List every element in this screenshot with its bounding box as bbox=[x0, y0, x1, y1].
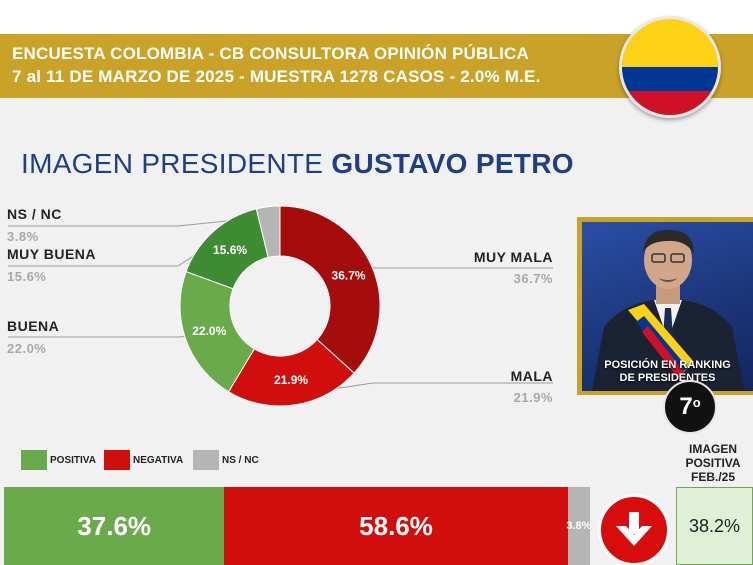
summary-value-positiva: 37.6% bbox=[77, 510, 152, 541]
ranking-suffix: o bbox=[692, 394, 701, 410]
donut-slice-buena bbox=[179, 270, 255, 393]
header-line-2: 7 al 11 DE MARZO DE 2025 - MUESTRA 1278 … bbox=[12, 67, 541, 86]
legend-item-negativa: NEGATIVA bbox=[104, 450, 183, 470]
donut-leader-line bbox=[362, 267, 553, 270]
label-buena: BUENA bbox=[7, 318, 60, 334]
legend-label-negativa: NEGATIVA bbox=[133, 454, 184, 466]
label-ns-nc: NS / NC bbox=[7, 206, 62, 222]
previous-label-line-3: FEB./25 bbox=[690, 470, 735, 484]
previous-positive-value: 38.2% bbox=[676, 487, 753, 565]
value-muy-buena: 15.6% bbox=[7, 269, 47, 284]
label-mala: MALA bbox=[510, 368, 553, 384]
title-prefix: IMAGEN PRESIDENTE bbox=[21, 148, 324, 179]
donut-slice-ns-nc bbox=[255, 205, 281, 259]
ranking-caption-line-1: POSICIÓN EN RANKING bbox=[604, 359, 731, 371]
legend-item-positiva: POSITIVA bbox=[21, 450, 96, 470]
summary-value-negativa: 58.6% bbox=[359, 510, 433, 541]
donut-data-label: 21.9% bbox=[274, 373, 308, 387]
chart-title: IMAGEN PRESIDENTE GUSTAVO PETRO bbox=[21, 148, 574, 180]
donut-slice-muy-mala bbox=[279, 205, 381, 374]
ranking-caption: POSICIÓN EN RANKING DE PRESIDENTES bbox=[582, 359, 753, 385]
previous-label-line-1: IMAGEN bbox=[689, 442, 737, 456]
ranking-caption-line-2: DE PRESIDENTES bbox=[619, 372, 716, 384]
value-buena: 22.0% bbox=[7, 341, 47, 356]
president-portrait bbox=[592, 229, 744, 391]
summary-bar-ns-nc: 3.8% bbox=[566, 487, 592, 565]
legend-label-ns-nc: NS / NC bbox=[222, 454, 259, 466]
label-muy-mala: MUY MALA bbox=[473, 249, 553, 265]
previous-label: IMAGEN POSITIVA FEB./25 bbox=[676, 442, 750, 484]
legend-swatch-negativa bbox=[104, 450, 130, 470]
value-ns-nc: 3.8% bbox=[7, 229, 39, 244]
legend-swatch-positiva bbox=[21, 450, 47, 470]
previous-label-line-2: POSITIVA bbox=[685, 456, 741, 470]
label-muy-buena: MUY BUENA bbox=[7, 246, 97, 262]
arrow-down-icon bbox=[598, 494, 670, 565]
summary-value-ns-nc: 3.8% bbox=[566, 520, 592, 532]
summary-bar-negativa: 58.6% bbox=[224, 487, 568, 565]
donut-slice-mala bbox=[227, 338, 355, 407]
title-name: GUSTAVO PETRO bbox=[331, 148, 574, 179]
ranking-position: 7 bbox=[679, 393, 693, 420]
value-mala: 21.9% bbox=[513, 390, 553, 405]
donut-data-label: 22.0% bbox=[192, 324, 226, 338]
donut-data-label: 15.6% bbox=[213, 243, 247, 257]
legend-swatch-ns-nc bbox=[193, 450, 219, 470]
value-muy-mala: 36.7% bbox=[513, 271, 553, 286]
donut-data-label: 36.7% bbox=[332, 269, 366, 283]
legend-item-ns-nc: NS / NC bbox=[193, 450, 259, 470]
summary-bar-positiva: 37.6% bbox=[4, 487, 225, 565]
header-line-1: ENCUESTA COLOMBIA - CB CONSULTORA OPINIÓ… bbox=[12, 44, 529, 63]
president-photo: POSICIÓN EN RANKING DE PRESIDENTES bbox=[577, 217, 753, 395]
donut-leader-line bbox=[8, 335, 196, 338]
top-strip bbox=[0, 0, 753, 34]
legend-label-positiva: POSITIVA bbox=[50, 454, 96, 466]
